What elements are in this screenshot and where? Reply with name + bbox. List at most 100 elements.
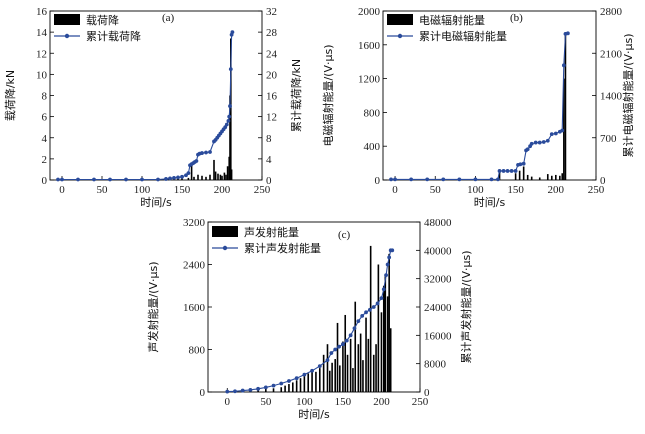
chart-panel-b: 0 50 100 150 200 2500400800120016002000070014… xyxy=(321,6,635,209)
y-right-tick-label: 2100 xyxy=(600,48,623,60)
bar-mark xyxy=(386,296,389,392)
bar-mark xyxy=(522,166,525,180)
x-tick-label: 0 xyxy=(59,184,65,196)
y-right-tick-label: 24 xyxy=(266,48,278,60)
bar-mark xyxy=(349,338,352,392)
line-point xyxy=(228,67,233,71)
line-point xyxy=(310,368,314,373)
line-point xyxy=(140,177,144,182)
line-point xyxy=(279,381,284,386)
bar-mark xyxy=(213,159,215,180)
line-point xyxy=(489,177,494,182)
line-point xyxy=(337,344,341,349)
bar-mark xyxy=(564,32,567,180)
x-tick-label: 50 xyxy=(430,184,442,196)
line-point xyxy=(333,347,338,352)
line-point xyxy=(230,30,235,35)
bar-mark xyxy=(359,333,362,392)
y-right-tick-label: 0 xyxy=(266,175,272,187)
y-left-tick-label: 3200 xyxy=(183,217,206,229)
series-b-1 xyxy=(389,31,570,182)
line-point xyxy=(565,31,570,36)
bar-mark xyxy=(561,173,564,180)
bar-mark xyxy=(187,177,190,180)
bar-mark xyxy=(555,174,557,180)
y-right-tick-label: 1400 xyxy=(600,91,623,103)
y-right-tick-label: 16 xyxy=(266,91,278,103)
line-point xyxy=(228,104,232,108)
line-point xyxy=(390,248,395,253)
y-left-tick-label: 6 xyxy=(42,112,48,124)
line-point xyxy=(156,177,160,182)
line-point xyxy=(518,162,523,167)
line-point xyxy=(409,177,414,182)
legend-marker xyxy=(64,33,70,39)
bar-mark xyxy=(354,301,357,392)
x-tick-label: 100 xyxy=(467,184,484,196)
line-point xyxy=(360,313,365,318)
line-point xyxy=(168,176,172,181)
line-point xyxy=(549,132,554,137)
line-point xyxy=(501,169,506,173)
bar-mark xyxy=(550,175,553,180)
y-left-tick-label: 800 xyxy=(364,107,381,119)
line-point xyxy=(194,159,199,163)
line-point xyxy=(248,387,253,392)
bar-mark xyxy=(177,178,179,180)
bar-mark xyxy=(329,370,331,392)
line-point xyxy=(92,177,96,182)
bar-mark xyxy=(292,382,294,392)
y-left-tick-label: 0 xyxy=(375,175,381,187)
y-right-tick-label: 16000 xyxy=(424,330,452,342)
y-right-tick-label: 32000 xyxy=(424,274,452,286)
line-point xyxy=(294,376,299,381)
bar-mark xyxy=(197,174,199,180)
y-left-tick-label: 10 xyxy=(36,69,48,81)
y-right-tick-label: 48000 xyxy=(424,217,452,229)
y-right-tick-label: 40000 xyxy=(424,245,452,257)
line-point xyxy=(541,140,546,144)
bar-mark xyxy=(315,371,317,392)
x-tick-label: 0 xyxy=(225,396,231,408)
y-right-axis-label: 累计声发射能量/(V·μs) xyxy=(459,250,473,363)
y-right-axis-label: 累计电磁辐射能量/(V·μs) xyxy=(621,33,635,157)
bar-mark xyxy=(518,170,521,180)
chart-panel-c: 0 50 100 150 200 2500800160024003200080001600… xyxy=(146,217,473,421)
line-point xyxy=(108,177,112,182)
line-point xyxy=(367,307,372,312)
line-point xyxy=(441,177,446,182)
line-point xyxy=(545,138,550,143)
legend-label: 载荷降 xyxy=(86,13,119,27)
bar-mark xyxy=(219,174,222,180)
line-point xyxy=(560,128,565,133)
x-tick-label: 100 xyxy=(134,184,151,196)
y-left-tick-label: 1200 xyxy=(358,74,381,86)
line-point xyxy=(227,114,232,119)
bar-mark xyxy=(546,174,549,180)
x-axis-label: 时间/s xyxy=(140,196,172,209)
line-point xyxy=(180,174,184,179)
x-tick-label: 150 xyxy=(507,184,524,196)
bar-mark xyxy=(209,174,211,180)
y-left-axis-label: 声发射能量/(V·μs) xyxy=(146,261,160,352)
bar-mark xyxy=(375,344,377,392)
x-axis-label: 时间/s xyxy=(298,408,330,421)
bar-mark xyxy=(230,38,232,181)
bar-mark xyxy=(346,354,349,392)
line-point xyxy=(341,342,345,347)
y-left-tick-label: 1600 xyxy=(358,40,381,52)
line-point xyxy=(287,379,291,383)
bar-mark xyxy=(365,317,367,392)
bar-mark xyxy=(307,373,310,392)
bar-mark xyxy=(336,322,339,392)
y-right-tick-label: 700 xyxy=(600,133,617,145)
series-line xyxy=(58,31,233,181)
legend-label: 累计载荷降 xyxy=(86,29,141,43)
y-left-tick-label: 2400 xyxy=(183,260,206,272)
line-point xyxy=(561,63,566,68)
line-point xyxy=(325,358,330,363)
y-left-tick-label: 14 xyxy=(36,27,48,39)
legend-label: 声发射能量 xyxy=(244,225,299,239)
